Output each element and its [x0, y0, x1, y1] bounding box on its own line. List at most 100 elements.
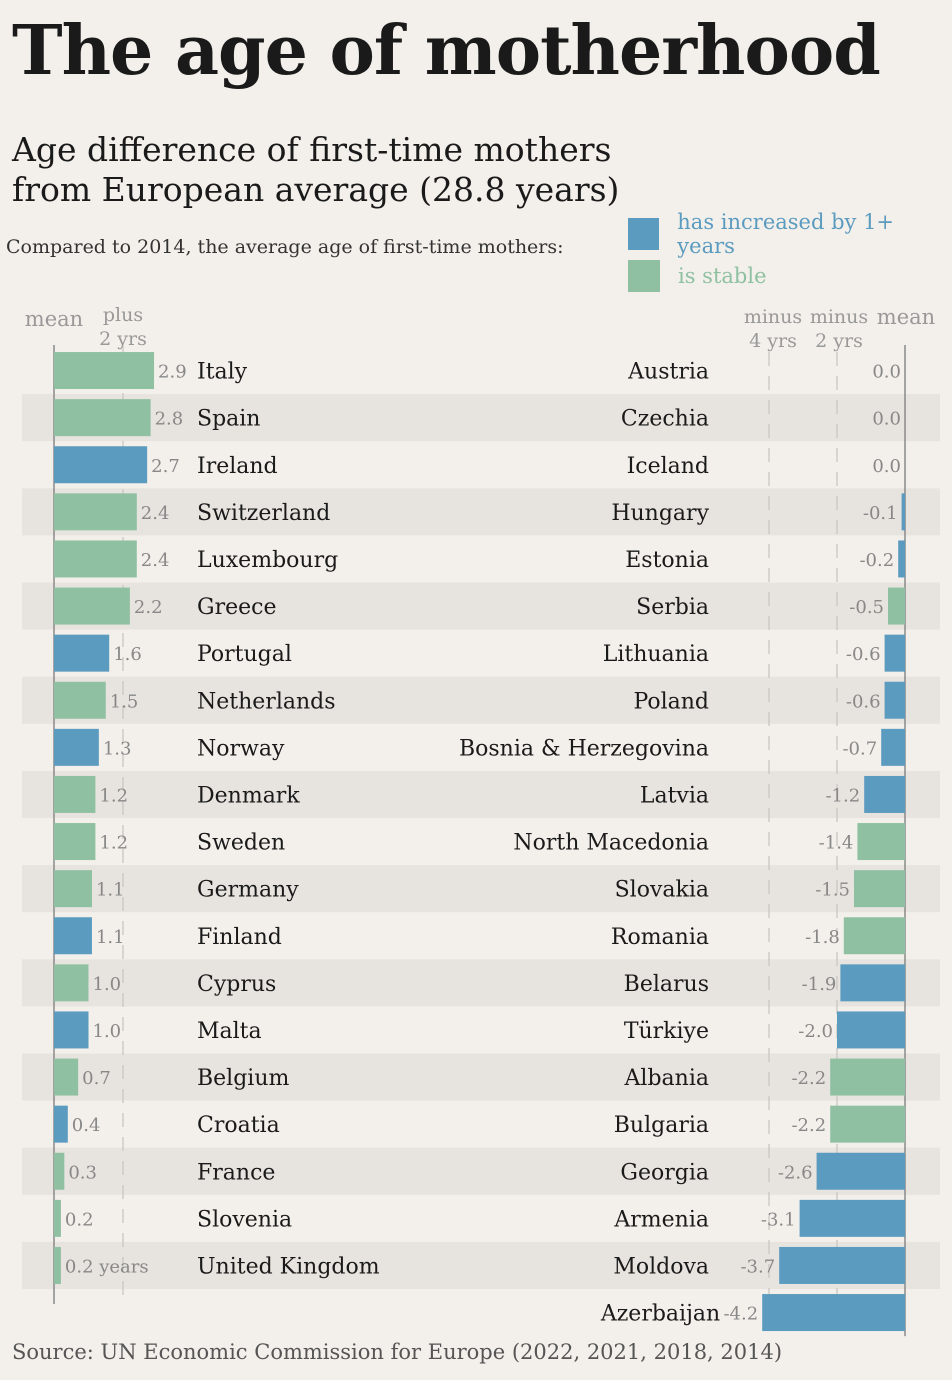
- bar-slovenia: [54, 1199, 61, 1237]
- bar-denmark: [54, 775, 96, 813]
- bar-sweden: [54, 823, 96, 861]
- value-label: 0.0: [872, 362, 901, 383]
- country-label: Switzerland: [197, 501, 330, 526]
- country-label: Belgium: [197, 1066, 290, 1091]
- value-label: 0.0: [872, 456, 901, 477]
- bar-netherlands: [54, 681, 106, 719]
- bar-romania: [843, 917, 905, 955]
- value-label: -0.5: [849, 597, 884, 618]
- country-label: North Macedonia: [513, 831, 709, 856]
- country-label: Romania: [611, 925, 709, 950]
- value-label: -1.8: [805, 927, 840, 948]
- value-label: -4.2: [723, 1304, 758, 1325]
- row-stripe: [22, 394, 940, 442]
- country-label: Italy: [197, 360, 248, 385]
- bar-albania: [830, 1058, 905, 1096]
- row-stripe: [22, 676, 940, 724]
- country-label: Serbia: [636, 595, 709, 620]
- axis-label-right-mean: mean: [877, 305, 935, 329]
- country-label: Croatia: [197, 1113, 280, 1138]
- value-label: 0.2 years: [65, 1256, 149, 1277]
- axis-label-right-minus4: minus: [744, 306, 802, 328]
- country-label: Netherlands: [197, 689, 336, 714]
- country-label: Ireland: [197, 454, 278, 479]
- country-label: Slovakia: [615, 878, 709, 903]
- bar-azerbaijan: [762, 1294, 905, 1332]
- subtitle-line-2: from European average (28.8 years): [12, 170, 620, 209]
- legend-stable: is stable: [628, 260, 767, 292]
- value-label: -0.7: [842, 738, 877, 759]
- value-label: -1.2: [825, 785, 860, 806]
- axis-label-right-minus2: minus: [810, 306, 868, 328]
- value-label: -2.0: [798, 1021, 833, 1042]
- row-stripe: [22, 770, 940, 818]
- bar-italy: [54, 352, 155, 390]
- value-label: 1.2: [99, 785, 128, 806]
- value-label: -1.4: [819, 833, 854, 854]
- labels: 2.9 Italy 2.8 Spain 2.7 Ireland 2.4 Switzerland…: [65, 360, 901, 1327]
- country-label: Azerbaijan: [600, 1302, 720, 1327]
- value-label: 2.8: [155, 409, 184, 430]
- bar-slovakia: [854, 870, 905, 908]
- row-stripe: [22, 1053, 940, 1101]
- value-label: 0.0: [872, 409, 901, 430]
- row-stripe: [22, 959, 940, 1007]
- legend-label-stable: is stable: [678, 264, 767, 288]
- bar-spain: [54, 399, 151, 437]
- value-label: 2.7: [151, 456, 180, 477]
- comparison-note: Compared to 2014, the average age of fir…: [6, 236, 564, 258]
- value-label: -3.7: [740, 1256, 775, 1277]
- country-label: Moldova: [613, 1254, 709, 1279]
- bar-ireland: [54, 446, 148, 484]
- country-label: Lithuania: [603, 642, 709, 667]
- bar-bosnia-herzegovina: [881, 728, 905, 766]
- value-label: -3.1: [761, 1209, 796, 1230]
- source-note: Source: UN Economic Commission for Europ…: [12, 1340, 783, 1364]
- value-label: 2.4: [141, 503, 170, 524]
- axis-label-left-mean: mean: [25, 307, 83, 331]
- value-label: 2.2: [134, 597, 163, 618]
- bar-greece: [54, 587, 130, 625]
- country-label: Norway: [197, 736, 285, 761]
- country-label: Türkiye: [624, 1019, 709, 1044]
- bar-portugal: [54, 634, 110, 672]
- value-label: 2.9: [158, 362, 187, 383]
- bar-norway: [54, 728, 99, 766]
- value-label: -2.2: [791, 1115, 826, 1136]
- value-label: 0.3: [68, 1162, 97, 1183]
- value-label: 1.2: [99, 833, 128, 854]
- bar-latvia: [864, 775, 905, 813]
- value-label: 1.1: [96, 880, 125, 901]
- bar-luxembourg: [54, 540, 137, 578]
- country-label: Armenia: [613, 1207, 709, 1232]
- bar-north-macedonia: [857, 823, 905, 861]
- country-label: Czechia: [621, 407, 709, 432]
- country-label: Poland: [633, 689, 709, 714]
- row-stripes: [22, 394, 940, 1289]
- country-label: Hungary: [611, 501, 709, 526]
- country-label: Slovenia: [197, 1207, 292, 1232]
- chart-subtitle: Age difference of first-time mothers fro…: [12, 130, 632, 210]
- bar-lithuania: [884, 634, 905, 672]
- value-label: 1.0: [93, 1021, 122, 1042]
- country-label: Sweden: [197, 831, 285, 856]
- bar-switzerland: [54, 493, 137, 531]
- axis-label-left-plus: plus: [103, 304, 143, 326]
- bar-serbia: [888, 587, 905, 625]
- axis-label-right-2yrs: 2 yrs: [815, 330, 863, 352]
- value-label: -0.6: [846, 691, 881, 712]
- country-label: Albania: [624, 1066, 709, 1091]
- value-label: -2.6: [778, 1162, 813, 1183]
- bar-france: [54, 1152, 65, 1190]
- country-label: Spain: [197, 407, 260, 432]
- legend-increased: has increased by 1+ years: [628, 210, 952, 258]
- row-stripe: [22, 1147, 940, 1195]
- country-label: Iceland: [627, 454, 709, 479]
- bar-t-rkiye: [837, 1011, 905, 1049]
- bar-united-kingdom: [54, 1246, 61, 1284]
- country-label: Germany: [197, 878, 299, 903]
- country-label: Austria: [627, 360, 709, 385]
- country-label: Bosnia & Herzegovina: [459, 736, 709, 761]
- country-label: United Kingdom: [197, 1254, 380, 1279]
- value-label: 1.5: [110, 691, 139, 712]
